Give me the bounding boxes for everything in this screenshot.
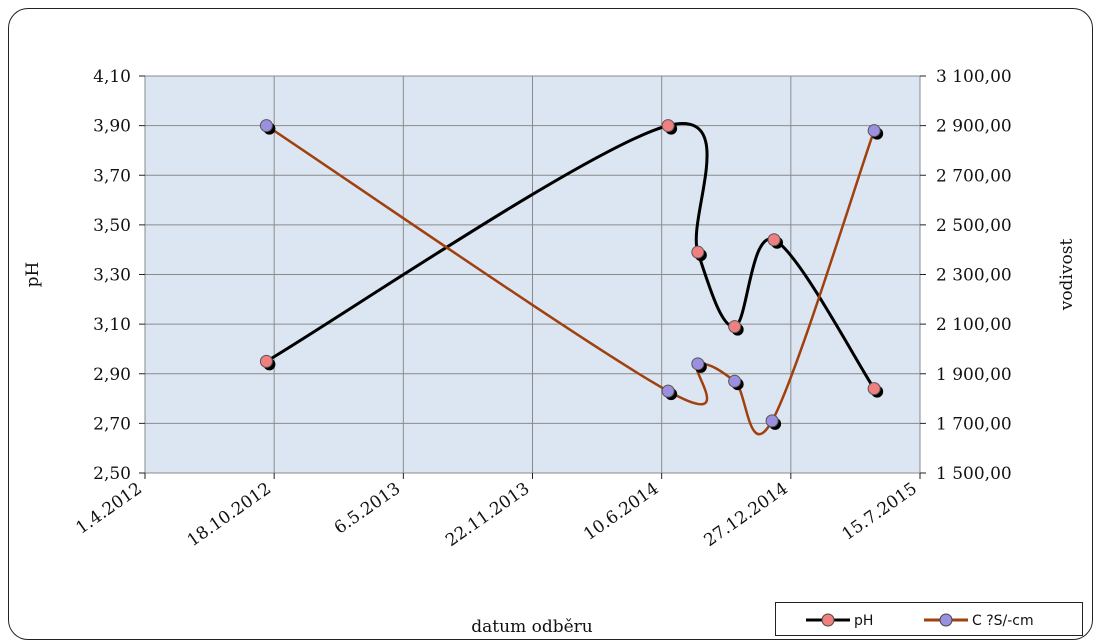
data-point-conductivity: [661, 384, 675, 398]
x-tick-label: 15.7.2015: [839, 479, 921, 545]
data-point-conductivity: [259, 119, 273, 133]
y-tick-label: 2,70: [93, 414, 131, 434]
legend: pH C ?S/-cm: [775, 602, 1083, 636]
y2-tick-label: 1 500,00: [936, 464, 1012, 484]
data-point-ph: [691, 245, 705, 259]
legend-ph-marker: [821, 613, 835, 627]
x-tick-label: 27.12.2014: [700, 479, 791, 551]
data-point-ph: [661, 119, 675, 133]
y-tick-label: 3,30: [93, 266, 131, 286]
y2-tick-label: 2 900,00: [936, 117, 1012, 137]
x-tick-label: 6.5.2013: [331, 479, 404, 539]
y2-axis-ticks: 1 500,00 1 700,00 1 900,00 2 100,00 2 300,00…: [920, 67, 1012, 484]
x-tick-label: 18.10.2012: [184, 479, 275, 551]
y2-tick-label: 2 700,00: [936, 166, 1012, 186]
y-axis-ticks: 2,50 2,70 2,90 3,10 3,30 3,50 3,70 3,90 4,10: [93, 67, 145, 484]
y-tick-label: 3,10: [93, 315, 131, 335]
y-tick-label: 2,50: [93, 464, 131, 484]
data-point-ph: [867, 382, 881, 396]
y-tick-label: 2,90: [93, 365, 131, 385]
data-point-conductivity: [867, 124, 881, 138]
data-point-ph: [767, 233, 781, 247]
y-tick-label: 3,50: [93, 216, 131, 236]
y-axis-label: pH: [23, 262, 43, 288]
data-point-ph: [259, 354, 273, 368]
y2-tick-label: 1 700,00: [936, 414, 1012, 434]
y2-tick-label: 3 100,00: [936, 67, 1012, 87]
x-axis-label: datum odběru: [471, 617, 593, 637]
y-tick-label: 4,10: [93, 67, 131, 87]
y2-tick-label: 2 100,00: [936, 315, 1012, 335]
legend-ph-label: pH: [854, 613, 873, 629]
data-point-ph: [728, 320, 742, 334]
y2-tick-label: 1 900,00: [936, 365, 1012, 385]
x-tick-label: 22.11.2013: [442, 479, 533, 551]
series-group: [259, 119, 884, 436]
gridlines: [144, 75, 921, 479]
x-axis-ticks: 1.4.2012 18.10.2012 6.5.2013 22.11.2013 10.6…: [72, 479, 920, 551]
data-point-conductivity: [728, 374, 742, 388]
data-point-conductivity: [765, 414, 779, 428]
legend-canvas: pH C ?S/-cm: [806, 613, 1034, 629]
y-tick-label: 3,90: [93, 117, 131, 137]
y-tick-label: 3,70: [93, 166, 131, 186]
y2-tick-label: 2 500,00: [936, 216, 1012, 236]
x-tick-label: 10.6.2014: [580, 479, 662, 545]
y2-tick-label: 2 300,00: [936, 266, 1012, 286]
y2-axis-label: vodivost: [1057, 239, 1077, 312]
legend-c-marker: [939, 613, 953, 627]
x-tick-label: 1.4.2012: [72, 479, 145, 539]
legend-c-label: C ?S/-cm: [972, 613, 1034, 629]
data-point-conductivity: [691, 357, 705, 371]
